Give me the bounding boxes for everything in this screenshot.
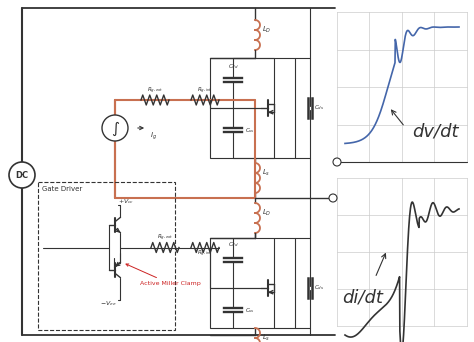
Text: $C_{ds}$: $C_{ds}$ <box>314 104 324 113</box>
Text: $C_{dd}$: $C_{dd}$ <box>228 62 238 71</box>
Bar <box>210 58 295 158</box>
Circle shape <box>333 158 341 166</box>
Circle shape <box>9 162 35 188</box>
Text: $-V_{ee}$: $-V_{ee}$ <box>100 299 117 308</box>
Text: $L_s$: $L_s$ <box>262 168 270 178</box>
Text: $R_{g,int}$: $R_{g,int}$ <box>197 86 213 96</box>
Text: Active Miller Clamp: Active Miller Clamp <box>126 264 201 287</box>
Text: $L_s$: $L_s$ <box>262 333 270 342</box>
Text: $C_{ss}$: $C_{ss}$ <box>245 126 255 135</box>
Text: $C_{ss}$: $C_{ss}$ <box>245 306 255 315</box>
Text: $C_{dd}$: $C_{dd}$ <box>228 240 238 249</box>
Text: $I_g$: $I_g$ <box>150 131 157 143</box>
Text: DC: DC <box>16 171 28 180</box>
Text: dv/dt: dv/dt <box>412 123 458 141</box>
Circle shape <box>102 115 128 141</box>
Text: $L_D$: $L_D$ <box>262 25 272 35</box>
Text: $R_{g,ext}$: $R_{g,ext}$ <box>147 86 163 96</box>
Text: $R_{g,int}$: $R_{g,int}$ <box>197 249 213 259</box>
Text: $+V_{cc}$: $+V_{cc}$ <box>118 197 134 206</box>
Text: $L_D$: $L_D$ <box>262 208 272 218</box>
Text: Gate Driver: Gate Driver <box>42 186 82 192</box>
Text: $C_{ds}$: $C_{ds}$ <box>314 284 324 292</box>
Circle shape <box>329 194 337 202</box>
Bar <box>38 182 175 330</box>
Text: ∫: ∫ <box>111 120 119 135</box>
Text: $R_{g,ext}$: $R_{g,ext}$ <box>157 233 173 244</box>
Text: di/dt: di/dt <box>342 289 383 307</box>
Bar <box>210 238 295 328</box>
